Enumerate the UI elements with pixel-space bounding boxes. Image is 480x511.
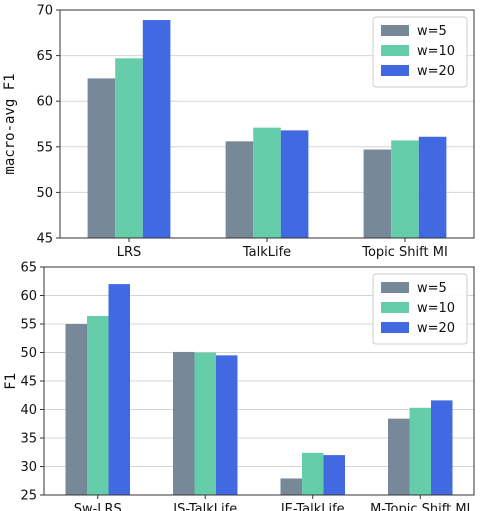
y-tick-label: 40 <box>20 403 37 418</box>
bar-sw-lrs-w-20 <box>108 284 130 495</box>
bar-m-topic-shift-mi-w-20 <box>431 400 453 495</box>
y-tick-label: 30 <box>20 460 37 475</box>
y-tick-label: 55 <box>20 318 37 333</box>
y-tick-label: 70 <box>36 4 53 19</box>
bar-ie-talklife-w-20 <box>323 455 345 495</box>
legend-swatch-w-10 <box>381 302 409 313</box>
x-tick-label: IE-TalkLife <box>281 502 345 511</box>
bar-talklife-w-5 <box>225 141 254 238</box>
bar-sw-lrs-w-5 <box>65 324 87 495</box>
legend-swatch-w-20 <box>381 65 409 76</box>
bar-talklife-w-10 <box>253 127 281 238</box>
y-tick-label: 65 <box>20 261 37 276</box>
bar-lrs-w-10 <box>115 58 143 238</box>
y-tick-label: 50 <box>20 346 37 361</box>
legend-label-w-20: w=20 <box>417 321 455 336</box>
legend-swatch-w-5 <box>381 25 409 36</box>
bar-lrs-w-5 <box>87 78 116 239</box>
bar-m-topic-shift-mi-w-10 <box>409 407 431 495</box>
chart-macro-avg-f1: 45 50 55 60 65 70 LRS TalkLife Topic Shift MI mac… <box>2 4 475 260</box>
plot-frame <box>59 9 475 239</box>
y-tick-label: 45 <box>36 232 53 247</box>
x-tick-label: LRS <box>117 245 142 260</box>
legend-swatch-w-20 <box>381 322 409 333</box>
y-tick-label: 45 <box>20 375 37 390</box>
chart-f1: 25 30 35 40 45 50 55 60 65 Sw-LRS IS-TalkLife IE-Ta… <box>3 261 475 511</box>
y-tick-label: 60 <box>36 95 53 110</box>
legend-swatch-w-10 <box>381 45 409 56</box>
x-tick-label: M-Topic Shift MI <box>370 502 470 511</box>
bar-sw-lrs-w-10 <box>87 316 109 495</box>
bar-lrs-w-20 <box>142 20 171 239</box>
bar-topic-shift-mi-w-10 <box>391 140 419 238</box>
plot-frame <box>43 266 475 496</box>
y-tick-label: 25 <box>20 489 37 504</box>
legend-label-w-10: w=10 <box>417 44 455 59</box>
bar-is-talklife-w-10 <box>194 352 216 495</box>
y-tick-label: 60 <box>20 289 37 304</box>
legend-swatch-w-5 <box>381 282 409 293</box>
x-tick-label: Topic Shift MI <box>361 245 448 260</box>
y-axis-label: macro-avg F1 <box>2 73 18 174</box>
bar-talklife-w-20 <box>280 130 309 238</box>
bar-is-talklife-w-5 <box>173 351 195 495</box>
y-tick-label: 35 <box>20 432 37 447</box>
legend-label-w-5: w=5 <box>417 281 447 296</box>
legend-label-w-20: w=20 <box>417 64 455 79</box>
x-tick-label: TalkLife <box>242 245 291 260</box>
y-tick-label: 55 <box>36 140 53 155</box>
y-axis-label: F1 <box>3 373 19 390</box>
legend: w=5 w=10 w=20 <box>372 273 468 345</box>
bar-is-talklife-w-20 <box>216 355 238 495</box>
legend: w=5 w=10 w=20 <box>372 16 468 88</box>
bar-topic-shift-mi-w-20 <box>418 136 447 238</box>
bar-m-topic-shift-mi-w-5 <box>388 418 410 495</box>
legend-label-w-5: w=5 <box>417 24 447 39</box>
y-tick-label: 50 <box>36 186 53 201</box>
bar-ie-talklife-w-5 <box>280 478 302 495</box>
x-tick-label: Sw-LRS <box>74 502 122 511</box>
y-tick-label: 65 <box>36 49 53 64</box>
bar-ie-talklife-w-10 <box>302 452 324 495</box>
legend-label-w-10: w=10 <box>417 301 455 316</box>
bar-topic-shift-mi-w-5 <box>363 149 392 238</box>
x-tick-label: IS-TalkLife <box>173 502 237 511</box>
